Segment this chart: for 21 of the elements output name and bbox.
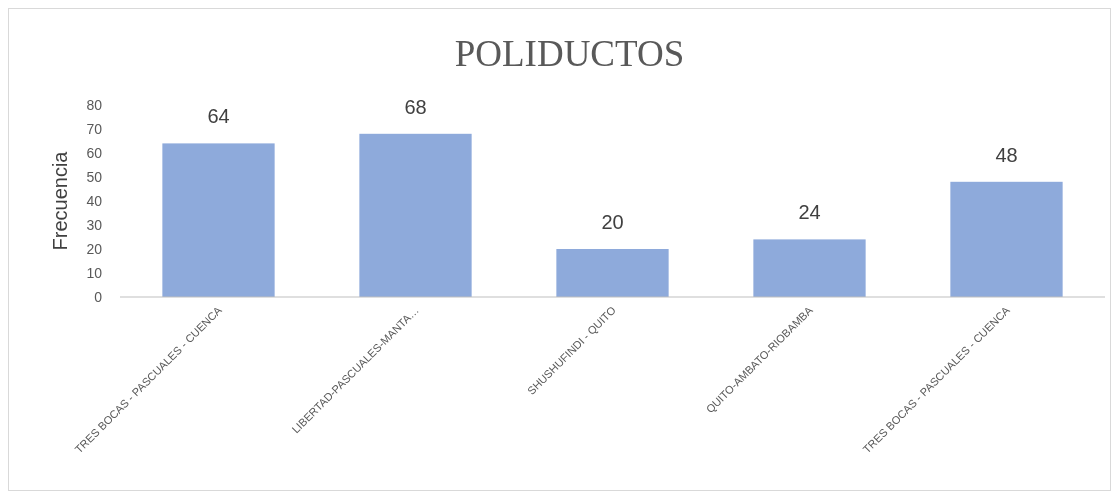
- data-label: 64: [207, 105, 230, 128]
- y-tick-label: 60: [86, 144, 103, 161]
- bar: [753, 239, 866, 297]
- bar: [162, 143, 275, 297]
- y-axis-title: Frecuencia: [49, 150, 71, 251]
- y-tick-label: 50: [86, 168, 103, 185]
- y-tick-label: 10: [86, 264, 103, 281]
- y-tick-label: 70: [86, 120, 103, 137]
- data-label: 20: [601, 211, 624, 233]
- bar: [359, 133, 472, 297]
- bar: [950, 181, 1063, 297]
- data-label: 48: [995, 143, 1018, 166]
- bar: [556, 249, 669, 297]
- chart-title: POLIDUCTOS: [454, 33, 685, 74]
- y-tick-label: 80: [86, 96, 103, 113]
- y-tick-label: 20: [86, 240, 103, 257]
- y-tick-label: 40: [86, 192, 103, 209]
- y-tick-label: 0: [94, 288, 103, 305]
- data-label: 68: [404, 95, 427, 118]
- y-tick-label: 30: [86, 216, 103, 233]
- data-label: 24: [798, 201, 821, 224]
